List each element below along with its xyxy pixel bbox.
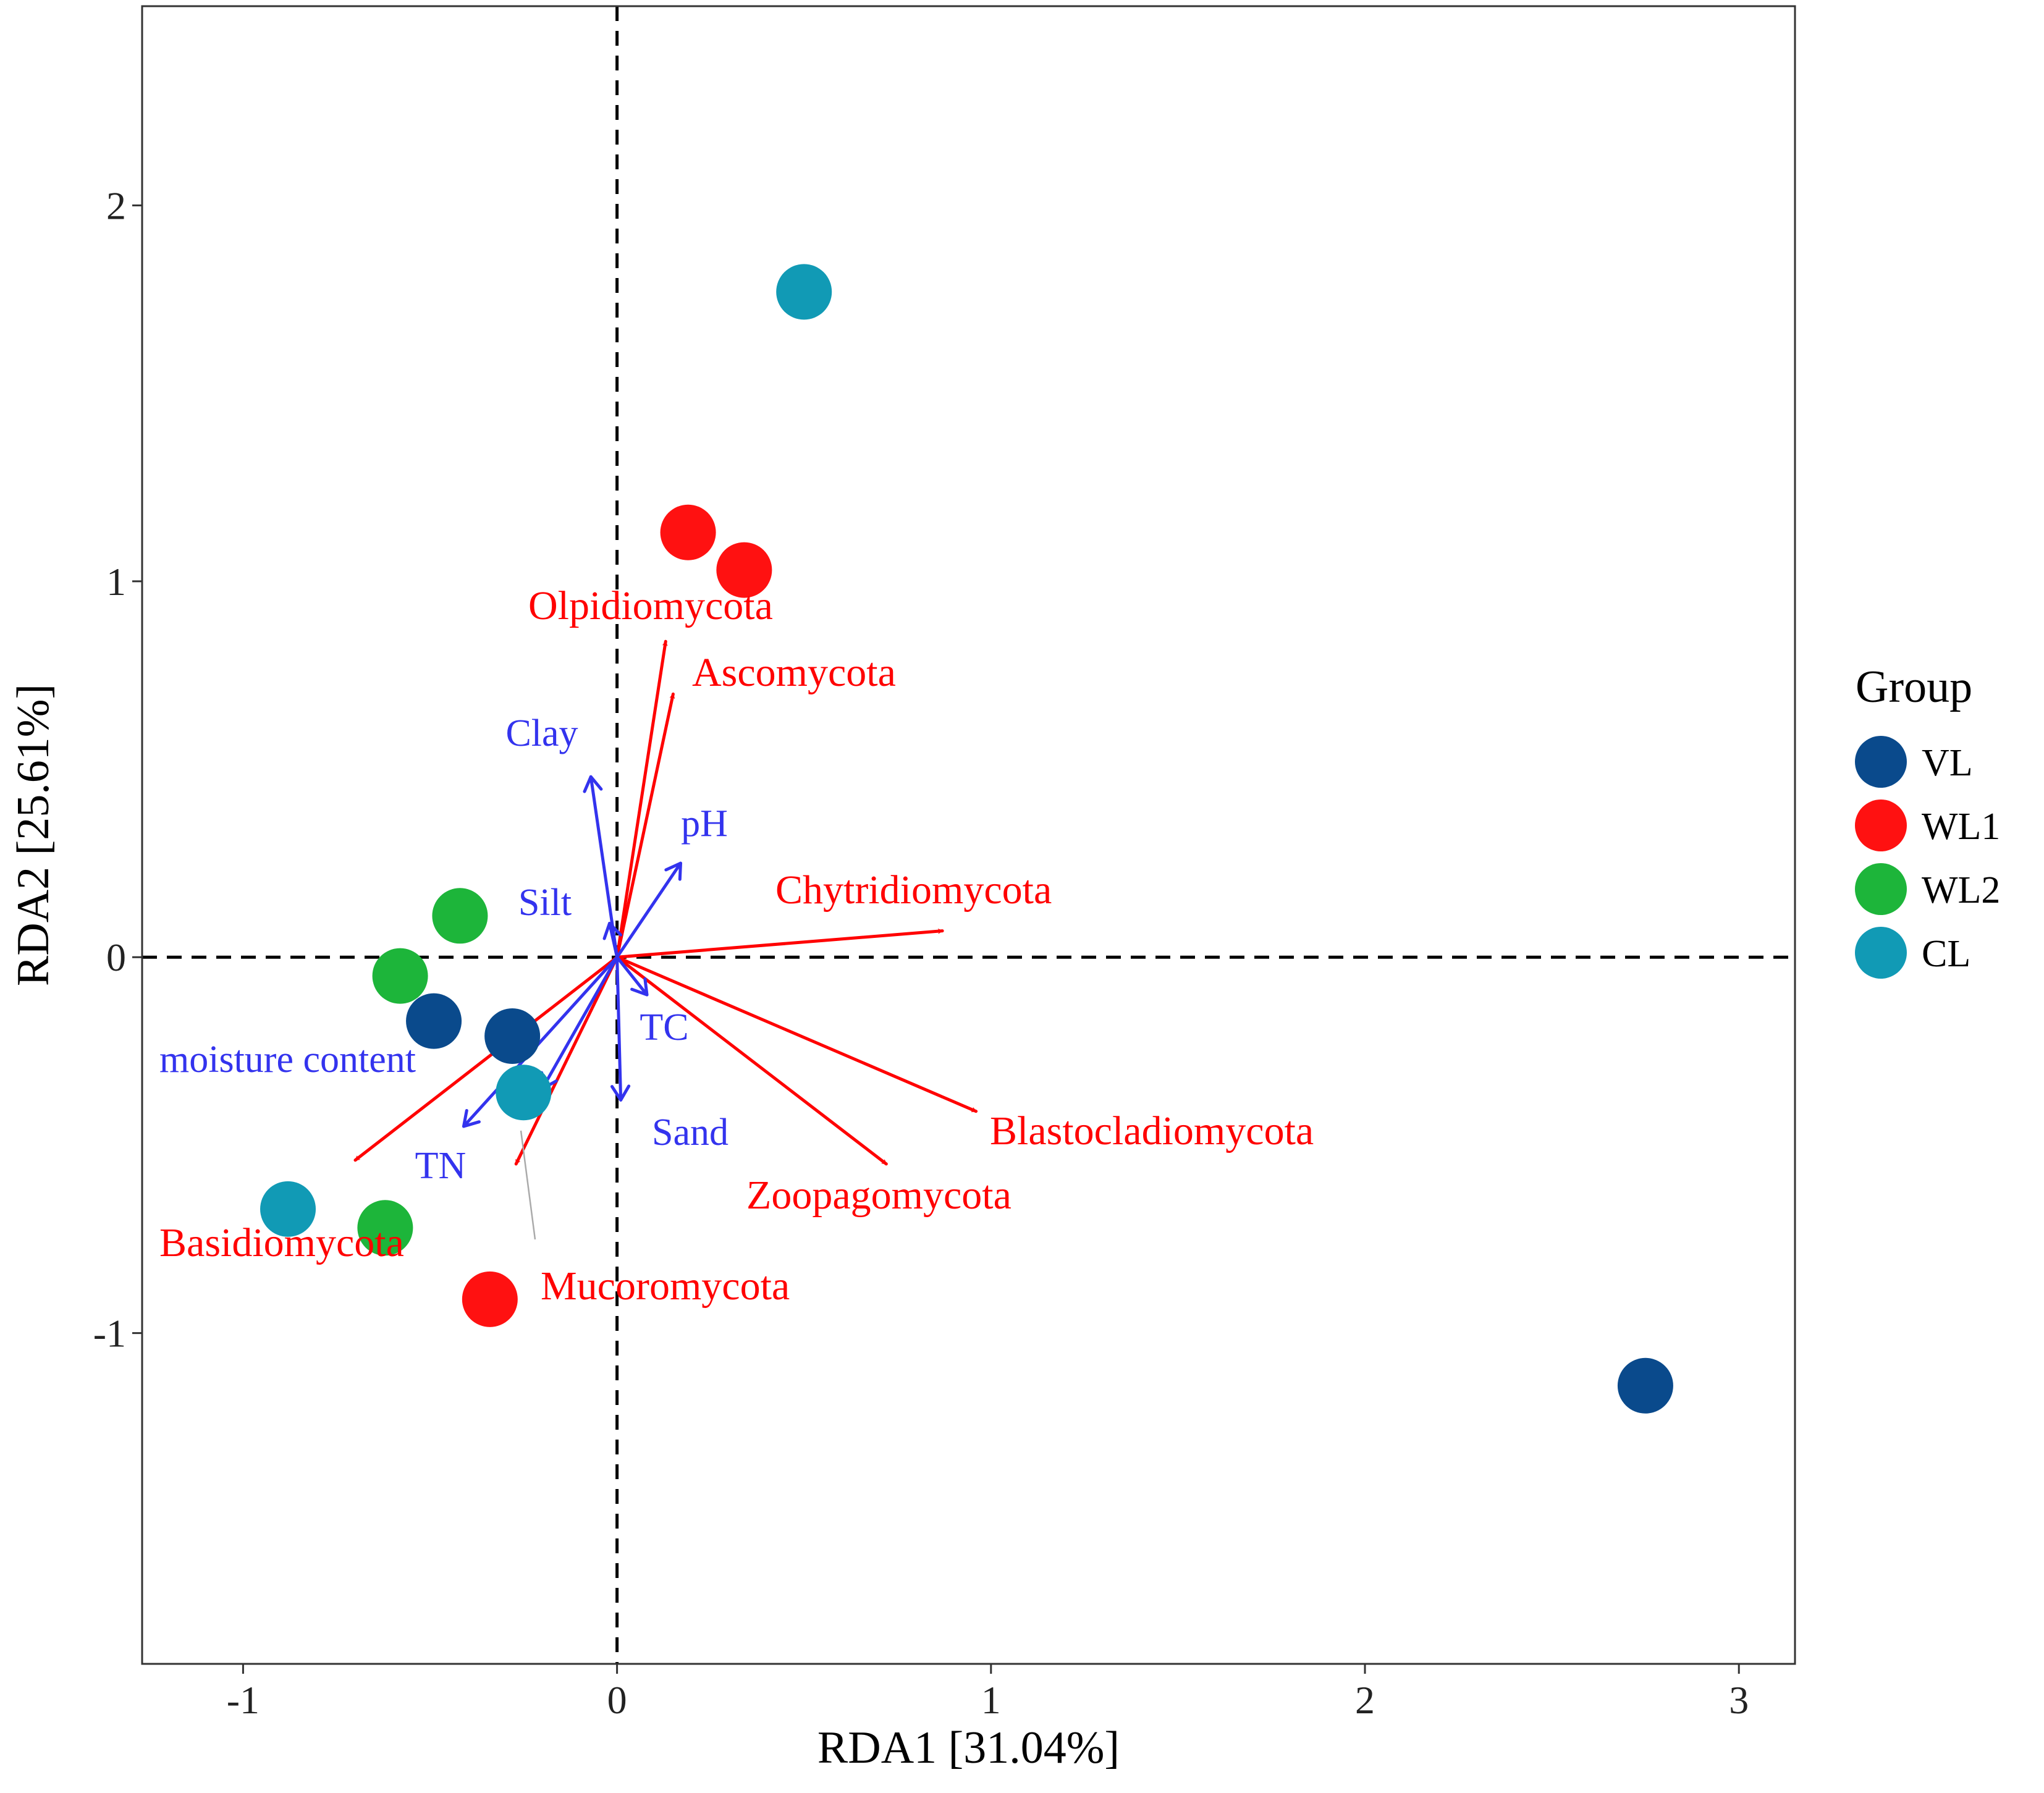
- env-arrow-head: [462, 1108, 481, 1128]
- species-label-chytridiomycota: Chytridiomycota: [775, 867, 1052, 913]
- species-arrow-basidiomycota: [353, 955, 619, 1162]
- legend-title: Group: [1856, 662, 1972, 712]
- legend-label-wl1: WL1: [1922, 806, 2000, 848]
- x-tick-label: 1: [981, 1678, 1001, 1722]
- sample-point-vl: [1617, 1357, 1673, 1414]
- env-label-clay: Clay: [505, 712, 578, 754]
- env-arrow-shaft: [615, 955, 623, 1102]
- species-arrow-zoopagomycota: [615, 955, 888, 1166]
- y-axis-title: RDA2 [25.61%]: [8, 684, 59, 986]
- env-arrow-shaft: [541, 955, 619, 1091]
- legend-key-vl: [1855, 736, 1907, 788]
- env-label-tc: TC: [640, 1006, 688, 1048]
- species-arrow-mucoromycota: [514, 955, 619, 1166]
- env-arrow-head: [630, 977, 649, 997]
- env-arrow-sand: [610, 955, 631, 1102]
- species-label-zoopagomycota: Zoopagomycota: [746, 1173, 1011, 1218]
- env-label-ph: pH: [681, 803, 728, 845]
- y-tick-label: -1: [93, 1312, 126, 1356]
- env-arrow-shaft: [615, 861, 682, 959]
- env-arrow-shaft: [462, 955, 619, 1128]
- y-tick-label: 0: [106, 935, 126, 979]
- x-tick-label: -1: [227, 1678, 260, 1722]
- env-arrow-silt: [602, 921, 623, 959]
- legend-key-cl: [1855, 927, 1907, 979]
- env-arrow-ph: [615, 861, 682, 959]
- env-arrow-shaft: [615, 955, 649, 997]
- legend-label-vl: VL: [1922, 742, 1973, 784]
- env-arrow-head: [602, 921, 623, 940]
- plot-panel-border: [141, 5, 1796, 1665]
- x-axis-title: RDA1 [31.04%]: [817, 1723, 1120, 1773]
- sample-point-cl: [260, 1181, 316, 1237]
- env-arrow-head: [664, 861, 682, 881]
- sample-point-cl: [496, 1065, 552, 1121]
- species-label-mucoromycota: Mucoromycota: [541, 1264, 790, 1309]
- sample-point-wl1: [660, 504, 716, 560]
- y-tick-label: 2: [106, 184, 126, 227]
- legend-label-wl2: WL2: [1922, 869, 2000, 911]
- y-tick-label: 1: [106, 560, 126, 604]
- env-arrow-moisture-content: [540, 955, 619, 1091]
- legend-label-cl: CL: [1922, 933, 1970, 975]
- species-arrow-olpidiomycota: [615, 639, 668, 959]
- species-label-blastocladiomycota: Blastocladiomycota: [990, 1108, 1314, 1154]
- species-label-basidiomycota: Basidiomycota: [159, 1220, 404, 1265]
- species-label-olpidiomycota: Olpidiomycota: [528, 583, 773, 628]
- sample-point-wl1: [462, 1271, 518, 1327]
- env-arrow-shaft: [608, 921, 619, 959]
- env-label-silt: Silt: [518, 882, 572, 924]
- legend-key-wl2: [1855, 863, 1907, 915]
- sample-point-vl: [406, 993, 462, 1049]
- sample-point-vl: [484, 1008, 541, 1064]
- sample-point-cl: [776, 264, 832, 320]
- env-arrow-tn: [462, 955, 619, 1128]
- sample-point-wl2: [372, 948, 428, 1004]
- sample-point-wl2: [432, 888, 488, 944]
- env-arrow-tc: [615, 955, 649, 997]
- sample-point-wl2: [357, 1200, 413, 1256]
- sample-point-wl1: [716, 542, 772, 598]
- species-label-ascomycota: Ascomycota: [692, 650, 896, 695]
- species-arrow-ascomycota: [615, 692, 675, 959]
- x-tick-label: 0: [607, 1678, 627, 1722]
- env-arrow-head: [583, 775, 603, 793]
- env-label-sand: Sand: [652, 1112, 728, 1154]
- x-tick-label: 3: [1729, 1678, 1749, 1722]
- species-arrow-blastocladiomycota: [615, 955, 978, 1113]
- env-arrow-shaft: [589, 775, 619, 959]
- env-label-moisture-content: moisture content: [159, 1039, 416, 1081]
- label-leader-line: [520, 1130, 536, 1240]
- legend-key-wl1: [1855, 799, 1907, 851]
- x-tick-label: 2: [1355, 1678, 1375, 1722]
- species-arrow-chytridiomycota: [615, 928, 944, 959]
- env-arrow-head: [610, 1084, 631, 1102]
- env-label-tn: TN: [415, 1145, 467, 1187]
